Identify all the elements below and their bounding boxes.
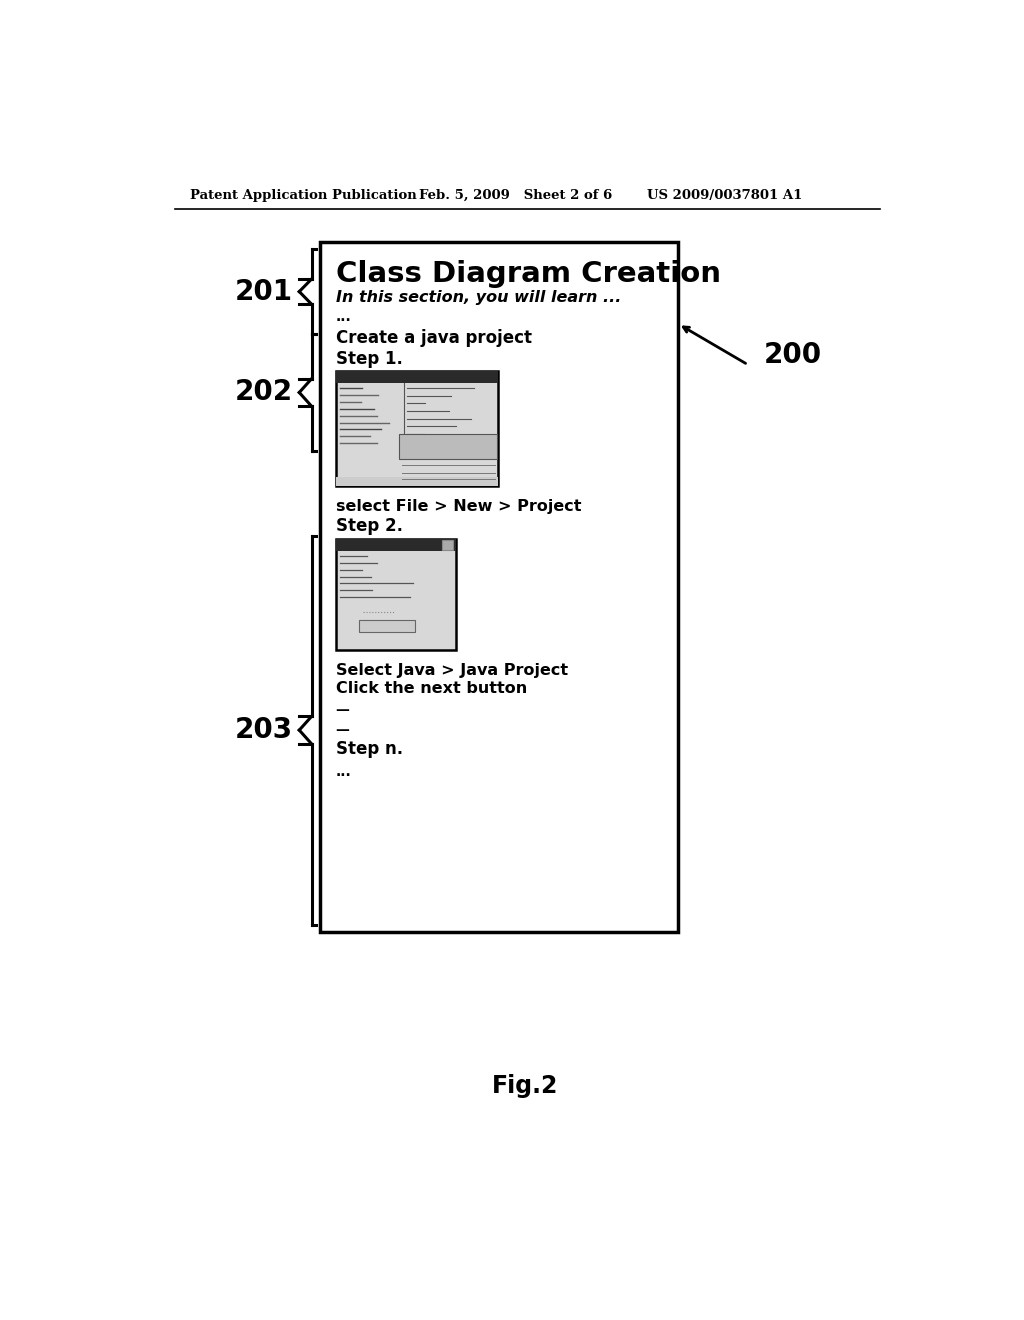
Text: Click the next button: Click the next button (336, 681, 527, 697)
Bar (336, 371, 499, 487)
Bar (321, 242, 678, 932)
Text: Step 2.: Step 2. (336, 517, 402, 536)
Text: Step 1.: Step 1. (336, 350, 402, 367)
Text: 200: 200 (764, 341, 821, 368)
Bar (442, 540, 453, 549)
Text: —: — (336, 704, 349, 718)
Text: ...: ... (336, 310, 351, 323)
Bar (359, 619, 415, 632)
Text: —: — (336, 723, 349, 737)
Text: Step n.: Step n. (336, 741, 402, 758)
Text: ...: ... (336, 766, 351, 779)
Bar (336, 539, 456, 651)
Text: Fig.2: Fig.2 (492, 1074, 558, 1098)
Text: Select Java > Java Project: Select Java > Java Project (336, 663, 568, 678)
Bar (336, 478, 499, 487)
Text: Class Diagram Creation: Class Diagram Creation (336, 260, 721, 288)
Text: Create a java project: Create a java project (336, 329, 531, 347)
Text: 202: 202 (234, 379, 293, 407)
Text: Patent Application Publication: Patent Application Publication (190, 189, 417, 202)
Text: US 2009/0037801 A1: US 2009/0037801 A1 (647, 189, 803, 202)
Bar (336, 371, 499, 383)
Text: 201: 201 (234, 277, 293, 306)
Text: select File > New > Project: select File > New > Project (336, 499, 582, 513)
Text: Feb. 5, 2009   Sheet 2 of 6: Feb. 5, 2009 Sheet 2 of 6 (419, 189, 612, 202)
Text: 203: 203 (234, 717, 293, 744)
Bar (336, 539, 456, 552)
Bar (399, 434, 497, 459)
Text: In this section, you will learn ...: In this section, you will learn ... (336, 289, 622, 305)
